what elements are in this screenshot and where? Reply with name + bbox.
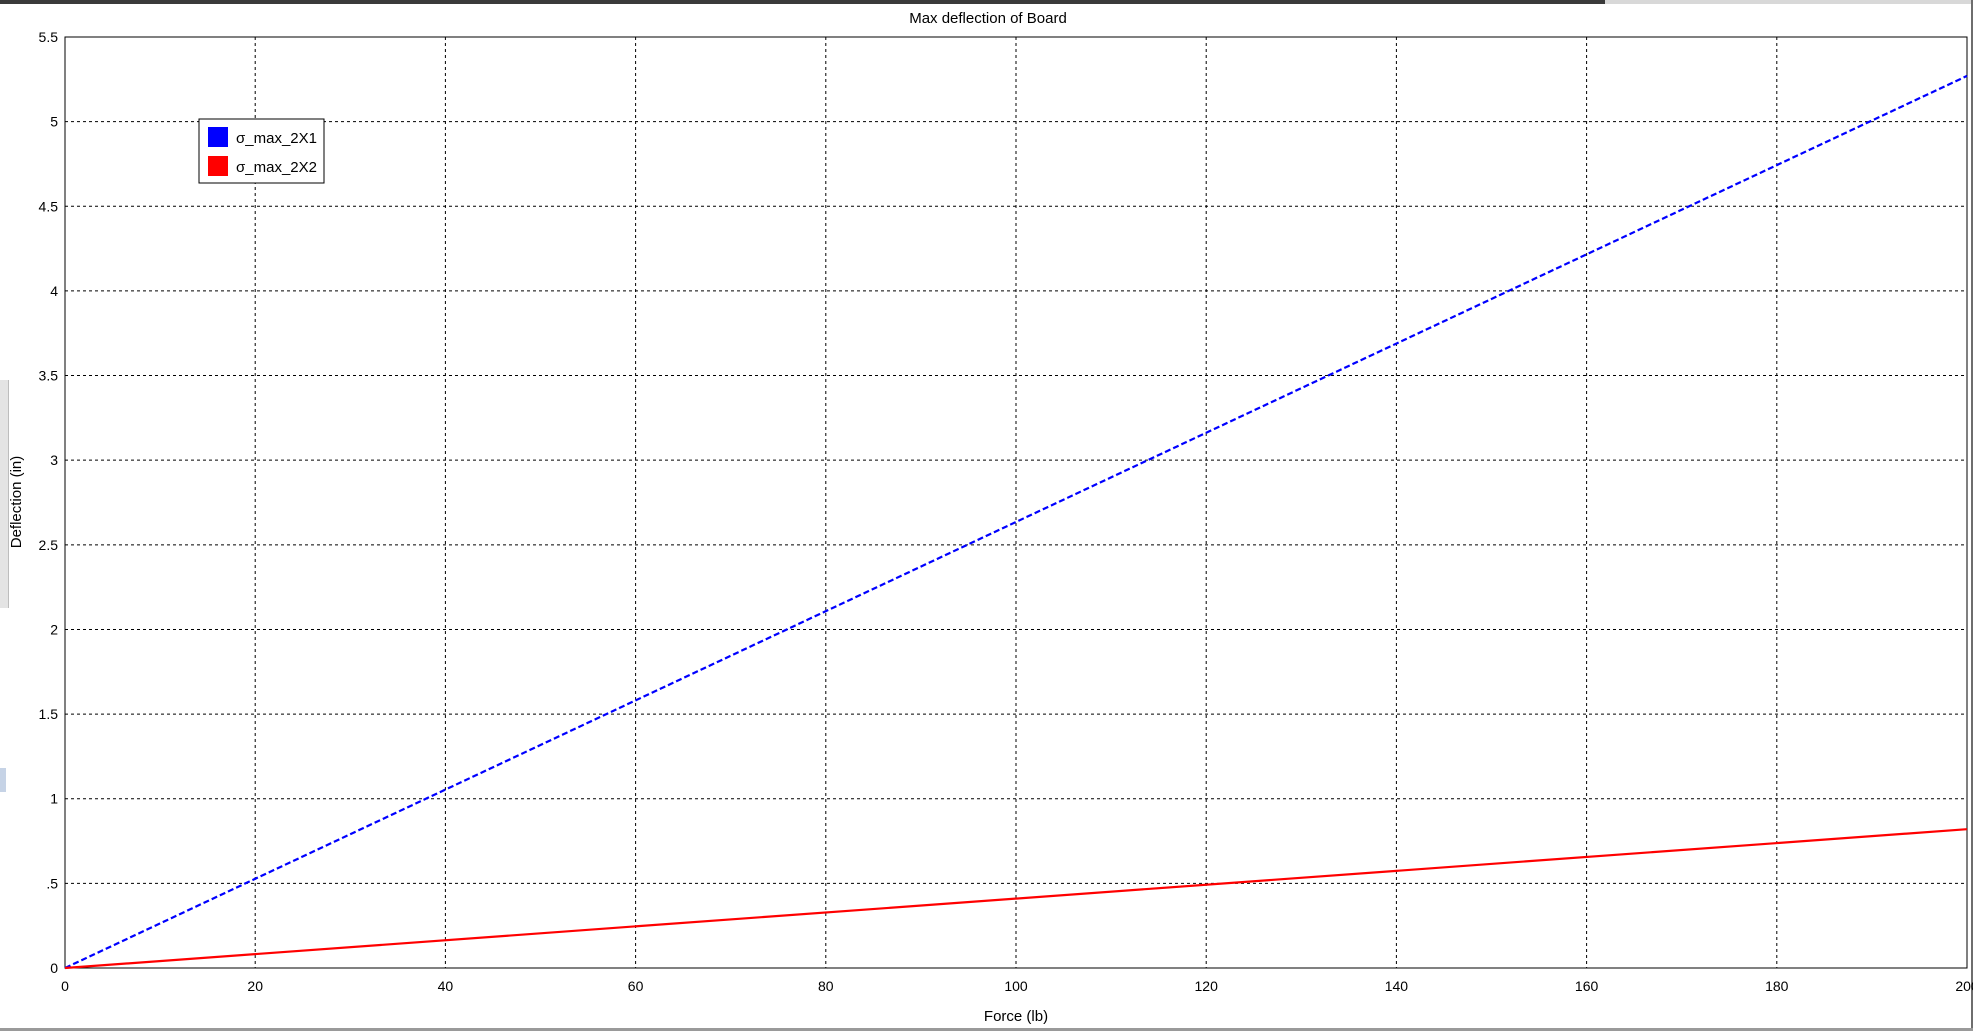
x-tick-label: 140: [1385, 978, 1409, 994]
x-tick-label: 180: [1765, 978, 1789, 994]
legend-swatch-series-2: [208, 156, 228, 176]
side-panel-edge[interactable]: [0, 380, 9, 792]
y-tick-label: 2: [50, 621, 58, 637]
chart-title: Max deflection of Board: [909, 10, 1067, 27]
y-tick-label: 4.5: [39, 198, 59, 214]
legend: σ_max_2X1 σ_max_2X2: [198, 118, 325, 184]
legend-label-series-2: σ_max_2X2: [236, 159, 317, 176]
x-tick-label: 200: [1955, 978, 1973, 994]
y-tick-label: 1.5: [39, 706, 59, 722]
window-bottom-border: [0, 1028, 1973, 1031]
series-line-2: [64, 828, 1968, 970]
y-tick-label: 4: [50, 283, 58, 299]
x-tick-labels: 0 20 40 60 80 100 120 140 160 180 200: [61, 978, 1973, 994]
x-tick-label: 160: [1575, 978, 1599, 994]
y-tick-label: 0: [50, 960, 58, 976]
x-tick-label: 80: [818, 978, 834, 994]
y-tick-label: 3: [50, 452, 58, 468]
x-tick-label: 40: [438, 978, 454, 994]
series-lines: [64, 74, 1968, 970]
x-tick-label: 0: [61, 978, 69, 994]
y-tick-label: 1: [50, 791, 58, 807]
grid-lines: [65, 37, 1967, 968]
x-axis-label: Force (lb): [984, 1008, 1048, 1025]
y-tick-label: .5: [46, 875, 58, 891]
legend-swatch-series-1: [208, 127, 228, 147]
series-line-1: [64, 74, 1968, 969]
window-right-border: [1971, 0, 1973, 1031]
window-top-bar: [0, 0, 1605, 4]
x-tick-label: 120: [1195, 978, 1219, 994]
x-tick-label: 100: [1004, 978, 1028, 994]
y-tick-label: 2.5: [39, 537, 59, 553]
y-axis-label: Deflection (in): [8, 456, 25, 549]
y-tick-labels: 0 .5 1 1.5 2 2.5 3 3.5 4 4.5 5 5.5: [39, 29, 59, 976]
window-top-bar-light: [1605, 0, 1973, 4]
y-tick-label: 3.5: [39, 368, 59, 384]
x-tick-label: 60: [628, 978, 644, 994]
y-tick-label: 5: [50, 114, 58, 130]
side-panel-handle[interactable]: [0, 768, 6, 792]
x-tick-label: 20: [247, 978, 263, 994]
y-tick-label: 5.5: [39, 29, 59, 45]
legend-label-series-1: σ_max_2X1: [236, 130, 317, 147]
